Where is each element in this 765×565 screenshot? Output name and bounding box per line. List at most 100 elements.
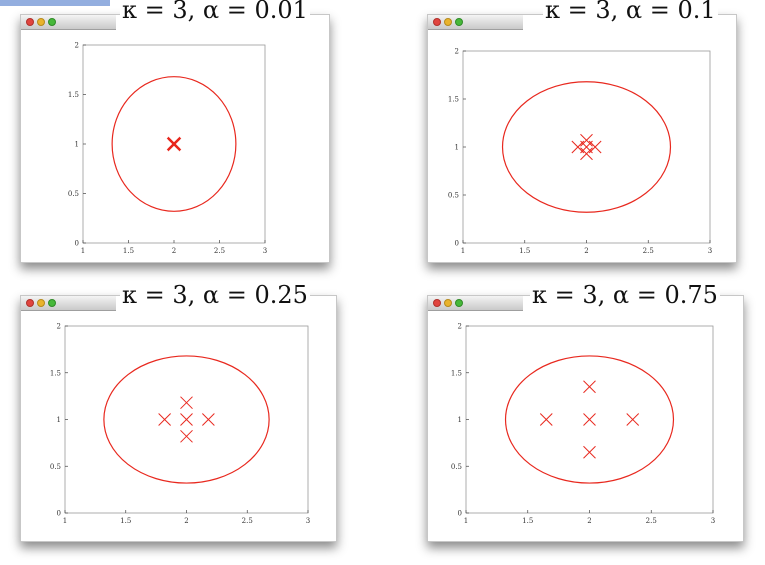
minimize-icon[interactable] xyxy=(444,299,452,307)
minimize-icon[interactable] xyxy=(444,18,452,26)
marker-stroke xyxy=(588,140,602,154)
data-point-x-marker xyxy=(580,133,593,147)
y-tick-label: 1 xyxy=(57,416,61,424)
data-point-x-marker xyxy=(583,413,596,426)
y-tick-label: 0.5 xyxy=(68,190,79,198)
data-point-x-marker xyxy=(180,396,193,410)
y-tick-label: 0 xyxy=(75,240,79,248)
confidence-ellipse xyxy=(111,76,237,212)
data-point-x-marker xyxy=(580,147,593,161)
x-tick-label: 1 xyxy=(464,517,468,525)
chart-title-3: κ = 3, α = 0.25 xyxy=(120,281,310,309)
data-point-x-marker xyxy=(180,429,193,443)
y-tick-label: 1.5 xyxy=(451,369,462,377)
marker-stroke xyxy=(202,413,215,426)
data-point-x-marker xyxy=(167,138,181,152)
data-point-x-marker xyxy=(180,413,193,426)
x-tick-label: 3 xyxy=(306,517,310,525)
x-tick-label: 2 xyxy=(587,517,591,525)
window-titlebar[interactable] xyxy=(21,15,116,30)
plot-window-2: 1 1.5 2 2.5 3 0 0.5 1 1.5 2 xyxy=(427,14,737,263)
zoom-icon[interactable] xyxy=(455,18,463,26)
x-tick-label: 3 xyxy=(263,247,267,255)
y-tick-label: 2 xyxy=(75,42,79,50)
marker-stroke xyxy=(158,413,171,426)
x-tick-label: 2.5 xyxy=(242,517,253,525)
x-tick-label: 3 xyxy=(711,517,715,525)
y-tick-label: 1 xyxy=(455,144,459,152)
y-tick-label: 1.5 xyxy=(50,369,61,377)
plot-area: 1 1.5 2 2.5 3 0 0.5 1 1.5 2 xyxy=(50,323,310,526)
plot-area: 1 1.5 2 2.5 3 0 0.5 1 1.5 2 xyxy=(68,42,267,256)
plot-window-1: 1 1.5 2 2.5 3 0 0.5 1 1.5 2 xyxy=(20,14,330,263)
y-tick-label: 1.5 xyxy=(448,96,459,104)
y-tick-label: 0 xyxy=(57,510,61,518)
data-point-x-marker xyxy=(583,445,596,459)
confidence-ellipse xyxy=(103,355,270,484)
plot-window-4: 1 1.5 2 2.5 3 0 0.5 1 1.5 2 xyxy=(427,295,744,542)
x-tick-label: 2.5 xyxy=(643,247,654,255)
close-icon[interactable] xyxy=(26,299,34,307)
x-tick-label: 2.5 xyxy=(646,517,657,525)
data-point-x-marker xyxy=(167,137,181,151)
window-titlebar[interactable] xyxy=(428,15,523,30)
data-point-x-marker xyxy=(571,140,585,154)
y-tick-label: 2 xyxy=(57,323,61,331)
close-icon[interactable] xyxy=(433,299,441,307)
data-point-x-marker xyxy=(588,140,602,154)
close-icon[interactable] xyxy=(26,18,34,26)
marker-stroke xyxy=(583,413,596,426)
marker-stroke xyxy=(180,413,193,426)
x-tick-label: 1 xyxy=(461,247,465,255)
y-tick-label: 0.5 xyxy=(448,192,459,200)
y-tick-label: 1 xyxy=(458,416,462,424)
chart-title-2: κ = 3, α = 0.1 xyxy=(543,0,718,23)
y-tick-label: 1 xyxy=(75,141,79,149)
marker-stroke xyxy=(583,380,596,394)
x-tick-label: 1 xyxy=(63,517,67,525)
confidence-ellipse xyxy=(501,81,672,213)
plot-area: 1 1.5 2 2.5 3 0 0.5 1 1.5 2 xyxy=(451,323,715,526)
x-tick-label: 1 xyxy=(81,247,85,255)
y-tick-label: 0 xyxy=(458,510,462,518)
y-tick-label: 2 xyxy=(458,323,462,331)
x-tick-label: 2 xyxy=(184,517,188,525)
data-point-x-marker xyxy=(167,136,181,150)
chart-title-1: κ = 3, α = 0.01 xyxy=(120,0,310,23)
x-tick-label: 2 xyxy=(172,247,176,255)
marker-stroke xyxy=(626,413,640,426)
zoom-icon[interactable] xyxy=(455,299,463,307)
minimize-icon[interactable] xyxy=(37,18,45,26)
marker-stroke xyxy=(580,147,593,161)
chart-title-4: κ = 3, α = 0.75 xyxy=(530,281,720,309)
top-decorative-strip xyxy=(0,0,110,6)
marker-stroke xyxy=(167,137,181,151)
zoom-icon[interactable] xyxy=(48,18,56,26)
x-tick-label: 1.5 xyxy=(522,517,533,525)
data-point-x-marker xyxy=(626,413,640,426)
data-point-x-marker xyxy=(539,413,553,426)
marker-stroke xyxy=(583,445,596,459)
x-tick-label: 2 xyxy=(584,247,588,255)
x-tick-label: 3 xyxy=(708,247,712,255)
plot-window-3: 1 1.5 2 2.5 3 0 0.5 1 1.5 2 xyxy=(20,295,337,542)
x-tick-label: 1.5 xyxy=(123,247,134,255)
marker-stroke xyxy=(539,413,553,426)
confidence-ellipse xyxy=(504,355,675,484)
close-icon[interactable] xyxy=(433,18,441,26)
data-point-x-marker xyxy=(158,413,171,426)
window-titlebar[interactable] xyxy=(21,296,116,311)
x-tick-label: 2.5 xyxy=(214,247,225,255)
y-tick-label: 0.5 xyxy=(451,463,462,471)
plot-area: 1 1.5 2 2.5 3 0 0.5 1 1.5 2 xyxy=(448,48,712,256)
window-titlebar[interactable] xyxy=(428,296,523,311)
x-tick-label: 1.5 xyxy=(120,517,131,525)
minimize-icon[interactable] xyxy=(37,299,45,307)
y-tick-label: 1.5 xyxy=(68,91,79,99)
marker-stroke xyxy=(571,140,585,154)
marker-stroke xyxy=(180,396,193,410)
zoom-icon[interactable] xyxy=(48,299,56,307)
y-tick-label: 2 xyxy=(455,48,459,56)
marker-stroke xyxy=(180,429,193,443)
y-tick-label: 0.5 xyxy=(50,463,61,471)
